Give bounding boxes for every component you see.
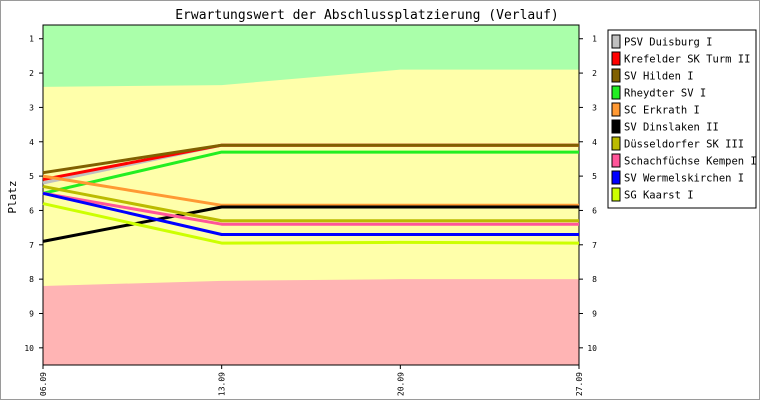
series-line (42, 150, 579, 195)
y-tick-label-right: 5 (592, 172, 597, 181)
y-tick-label: 1 (29, 35, 34, 44)
y-tick-label-right: 9 (592, 309, 597, 318)
y-tick-label-right: 3 (592, 103, 597, 112)
y-tick-label: 4 (29, 138, 34, 147)
background-bands (43, 25, 579, 365)
y-tick-label-right: 4 (592, 138, 597, 147)
y-axis-label: Platz (6, 180, 19, 213)
series-line (42, 191, 579, 226)
series-line (42, 202, 580, 245)
series-line (42, 174, 579, 207)
legend-swatch (611, 153, 621, 168)
legend-swatch (611, 102, 621, 117)
y-tick-label: 2 (29, 69, 34, 78)
legend-label: SV Dinslaken II (624, 122, 719, 134)
legend-box (607, 29, 757, 209)
legend-swatch (611, 34, 621, 49)
y-tick-label: 8 (29, 275, 34, 284)
axes: 1 1 2 2 3 3 4 4 5 5 6 6 7 7 8 8 9 9 10 10 06.09 13.09 20.09 27.… (24, 24, 597, 396)
legend-label: SG Kaarst I (624, 190, 694, 202)
y-tick-label: 5 (29, 172, 34, 181)
y-tick-label: 3 (29, 103, 34, 112)
y-tick-label: 7 (29, 241, 34, 250)
legend-swatch (611, 136, 621, 151)
y-tick-label-right: 8 (592, 275, 597, 284)
band-bottom (43, 279, 579, 365)
legend-swatch (611, 85, 621, 100)
series-lines (42, 143, 580, 245)
y-tick-label-right: 10 (587, 344, 597, 353)
y-tick-label: 9 (29, 309, 34, 318)
x-tick-label: 20.09 (396, 372, 405, 396)
series-line (42, 184, 579, 223)
y-tick-label: 6 (29, 206, 34, 215)
legend-label: Schachfüchse Kempen I (624, 156, 757, 168)
x-tick-label: 13.09 (218, 372, 227, 396)
plot-border (42, 24, 580, 366)
chart-title: Erwartungswert der Abschlussplatzierung … (175, 8, 559, 23)
legend-label: PSV Duisburg I (624, 37, 713, 49)
legend-swatch (611, 68, 621, 83)
legend-swatch (611, 51, 621, 66)
legend-swatch (611, 170, 621, 185)
legend-label: Düsseldorfer SK III (624, 139, 744, 151)
legend-swatch (611, 187, 621, 202)
y-tick-label-right: 1 (592, 35, 597, 44)
legend-label: Rheydter SV I (624, 88, 706, 100)
x-tick-label: 06.09 (39, 372, 48, 396)
legend: PSV Duisburg I Krefelder SK Turm II SV Hil… (607, 29, 757, 209)
y-tick-label: 10 (24, 344, 34, 353)
y-tick-label-right: 2 (592, 69, 597, 78)
band-top (43, 25, 579, 87)
series-line (42, 191, 579, 236)
legend-label: SV Wermelskirchen I (624, 173, 744, 185)
legend-swatch (611, 119, 621, 134)
legend-label: SV Hilden I (624, 71, 694, 83)
series-line (42, 143, 579, 175)
legend-label: SC Erkrath I (624, 105, 700, 117)
y-tick-label-right: 7 (592, 241, 597, 250)
x-tick-label: 27.09 (575, 372, 584, 396)
legend-label: Krefelder SK Turm II (624, 54, 750, 66)
y-tick-label-right: 6 (592, 206, 597, 215)
